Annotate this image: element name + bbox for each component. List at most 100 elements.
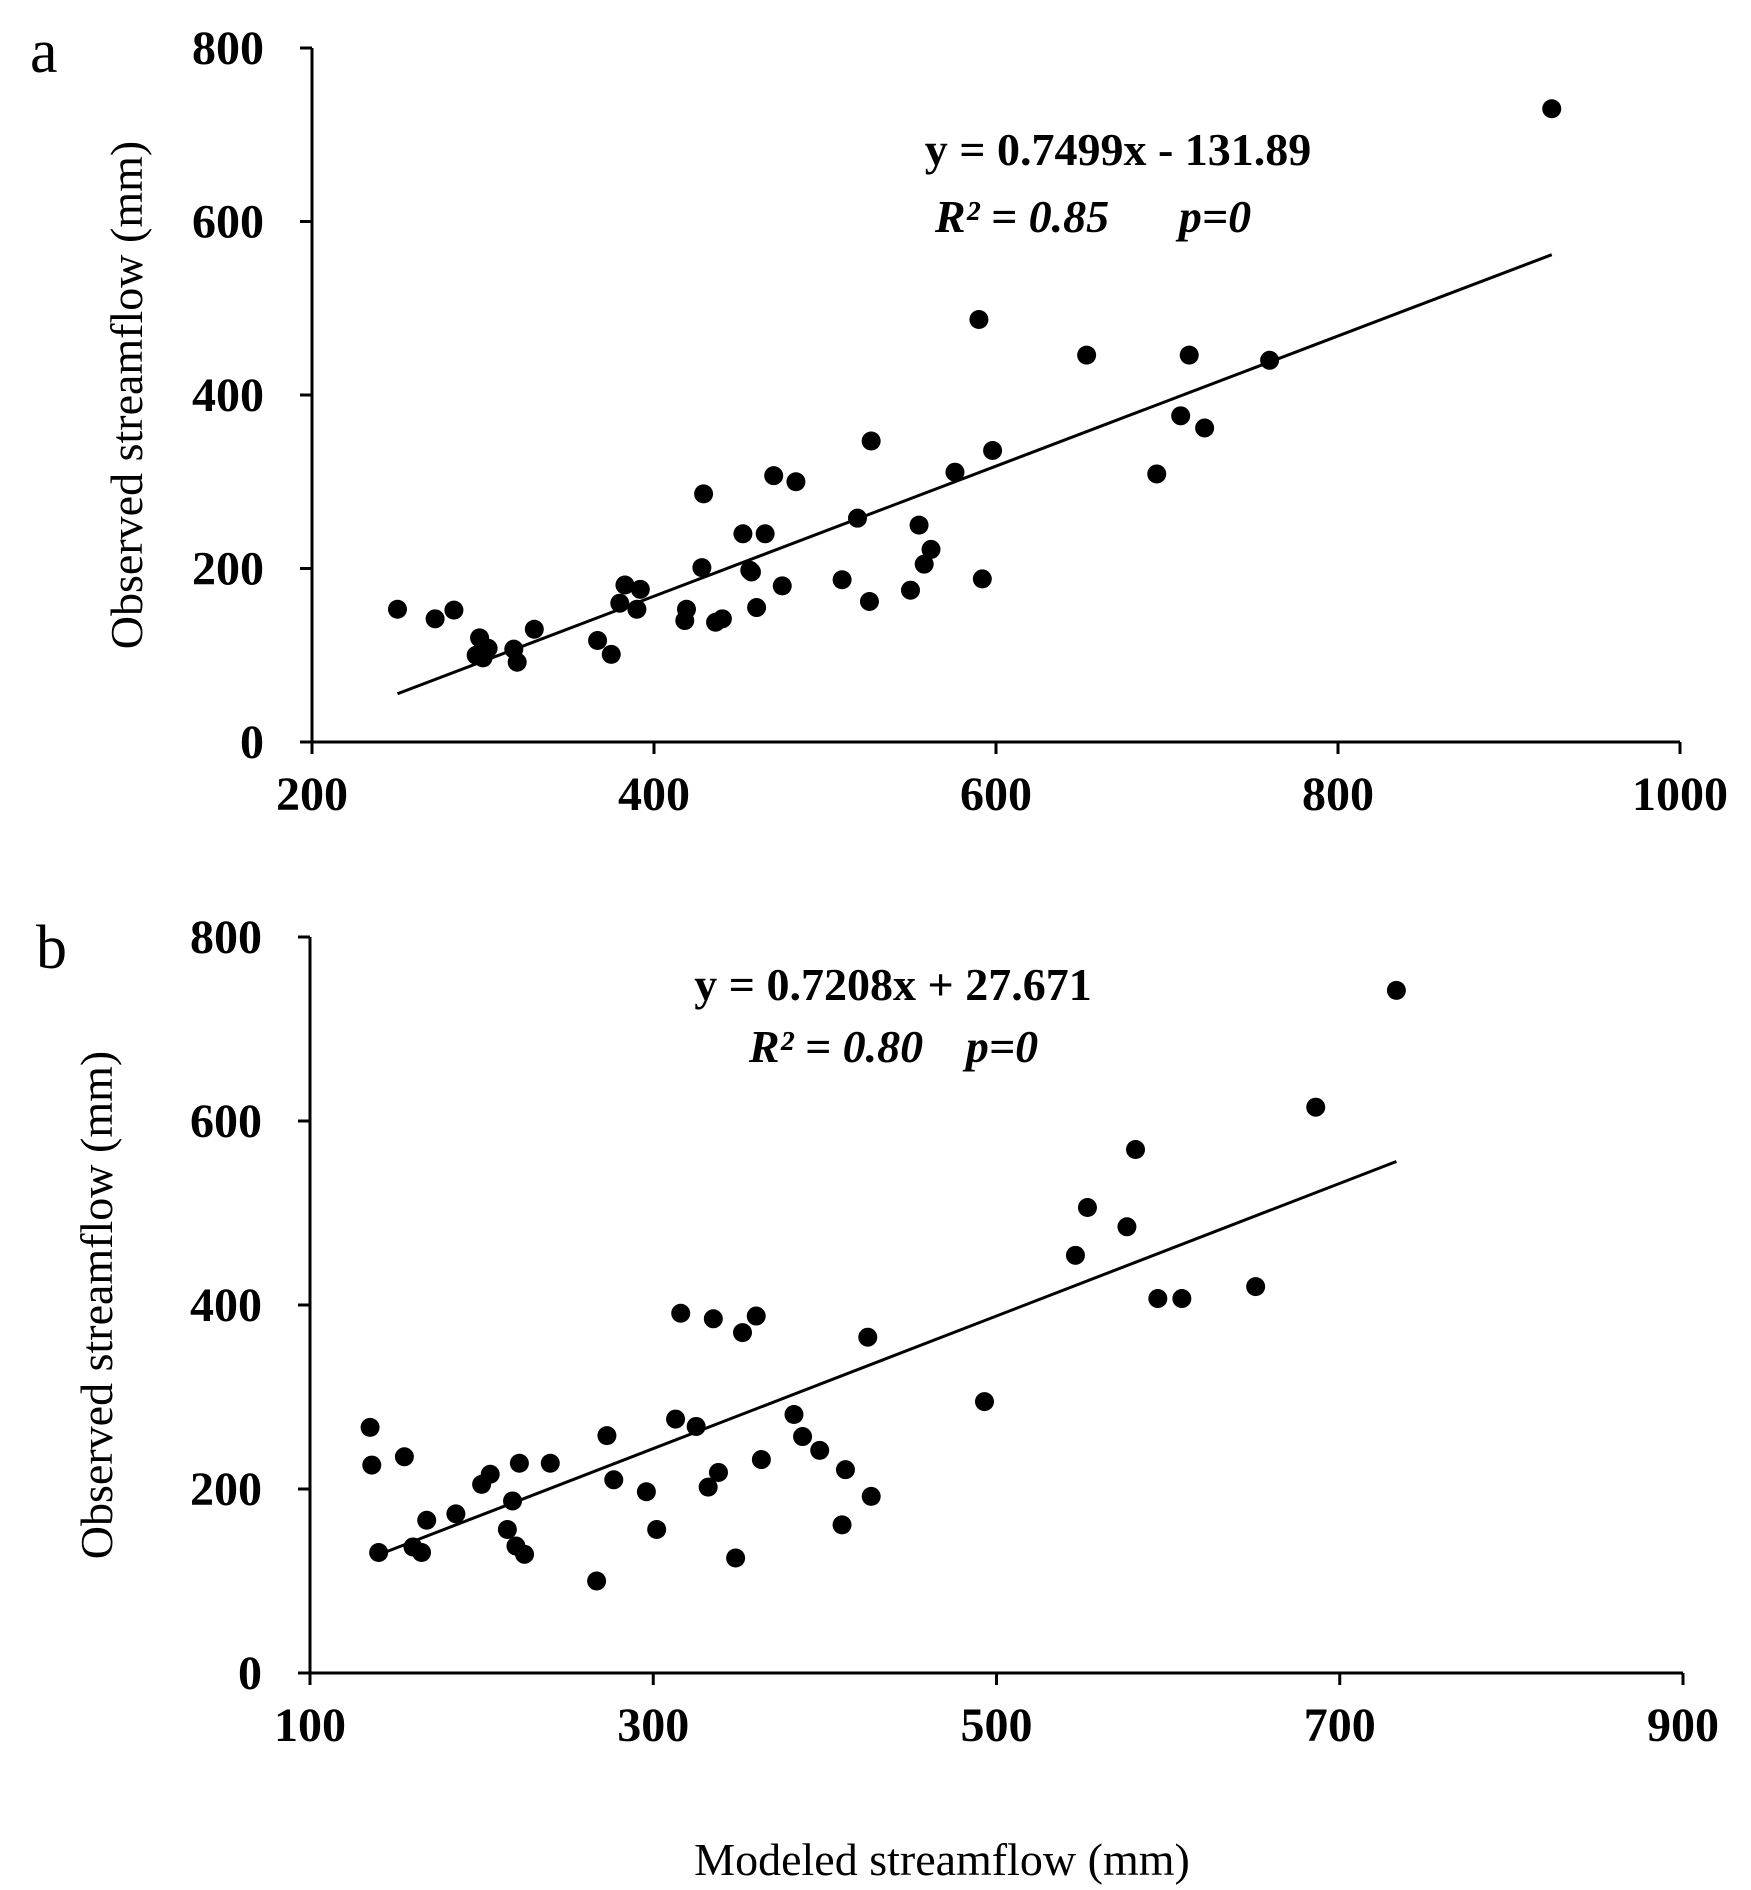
panel-a-letter: a bbox=[30, 18, 58, 86]
panel-b-data-point bbox=[708, 1462, 728, 1482]
panel-b-y-tick-label: 800 bbox=[190, 911, 262, 964]
panel-a-data-point bbox=[388, 599, 407, 619]
panel-b-data-point bbox=[369, 1542, 389, 1562]
panel-b-data-point bbox=[858, 1327, 878, 1347]
panel-a-y-tick-label: 0 bbox=[240, 716, 264, 769]
panel-b-data-point bbox=[394, 1447, 414, 1467]
panel-a-data-point bbox=[507, 652, 527, 672]
panel-a-y-tick-label: 200 bbox=[192, 543, 264, 596]
panel-a-data-point bbox=[692, 558, 712, 578]
panel-b-data-point bbox=[1172, 1289, 1192, 1309]
panel-b-data-point bbox=[671, 1303, 691, 1323]
panel-a-data-point bbox=[914, 554, 934, 574]
panel-b-data-point bbox=[832, 1515, 852, 1535]
panel-a-data-point bbox=[524, 619, 544, 639]
panel-b-data-point bbox=[698, 1477, 718, 1497]
panel-a-x-tick-label: 1000 bbox=[1632, 768, 1728, 821]
panel-a-data-point bbox=[832, 570, 852, 590]
panel-b-data-point bbox=[1306, 1097, 1326, 1117]
panel-b-data-point bbox=[417, 1510, 437, 1530]
panel-a-data-point bbox=[1179, 345, 1199, 365]
panel-a-data-point bbox=[610, 593, 630, 613]
panel-b-data-point bbox=[1126, 1140, 1146, 1160]
panel-a-data-point bbox=[588, 631, 608, 651]
panel-b-data-point bbox=[497, 1519, 517, 1539]
panel-a-data-point bbox=[478, 638, 498, 658]
panel-b-p-value: p=0 bbox=[962, 1021, 1038, 1072]
panel-b-data-point bbox=[751, 1450, 771, 1470]
panel-a-y-tick-label: 600 bbox=[192, 196, 264, 249]
panel-a-data-point bbox=[764, 466, 784, 486]
panel-b-data-point bbox=[503, 1491, 523, 1511]
panel-a-data-point bbox=[909, 515, 929, 535]
panel-b-data-point bbox=[446, 1504, 466, 1524]
panel-a-data-point bbox=[901, 580, 920, 600]
panel-a-data-point bbox=[712, 609, 732, 629]
panel-b-data-point bbox=[540, 1453, 560, 1473]
panel-a-data-point bbox=[733, 524, 753, 544]
panel-a-x-tick-label: 200 bbox=[276, 768, 348, 821]
panel-a-data-point bbox=[694, 484, 714, 504]
panel-a-x-tick-label: 800 bbox=[1302, 768, 1374, 821]
panel-b-y-tick-label: 400 bbox=[190, 1279, 262, 1332]
panel-a-data-point bbox=[969, 310, 989, 330]
panel-b-data-point bbox=[647, 1519, 667, 1539]
panel-a-data-point bbox=[747, 598, 767, 618]
panel-a-r-squared: R² = 0.85 bbox=[934, 191, 1109, 242]
panel-a-p-value: p=0 bbox=[1175, 191, 1251, 242]
panel-a-y-tick-label: 400 bbox=[192, 369, 264, 422]
panel-a-data-point bbox=[1195, 418, 1215, 438]
panel-b-data-point bbox=[604, 1470, 624, 1490]
panel-a-data-point bbox=[601, 644, 621, 664]
panel-a-data-point bbox=[786, 472, 806, 492]
panel-a-data-point bbox=[425, 609, 445, 629]
panel-b-y-tick-label: 0 bbox=[238, 1647, 262, 1700]
panel-b-data-point bbox=[835, 1460, 855, 1480]
panel-b-data-point bbox=[1077, 1197, 1097, 1217]
panel-b-data-point bbox=[861, 1486, 881, 1506]
panel-b-data-point bbox=[587, 1571, 607, 1591]
panel-b-chart: 0 200 400 600 800 100 300 500 700 900 Observed str… bbox=[71, 911, 1719, 1752]
panel-a-data-point bbox=[444, 600, 464, 620]
panel-b-x-tick-label: 300 bbox=[617, 1699, 689, 1752]
panel-a-data-point bbox=[1077, 345, 1097, 365]
panel-b-data-point bbox=[1065, 1245, 1085, 1265]
panel-a-data-point bbox=[847, 508, 867, 528]
panel-b-x-tick-label: 100 bbox=[274, 1699, 346, 1752]
panel-b-data-point bbox=[480, 1464, 500, 1484]
panel-b-data-point bbox=[732, 1323, 752, 1343]
panel-a-x-tick-label: 400 bbox=[618, 768, 690, 821]
panel-b-data-point bbox=[1386, 980, 1406, 1000]
panel-b-y-tick-label: 200 bbox=[190, 1463, 262, 1516]
panel-b-data-point bbox=[412, 1542, 432, 1562]
panel-b-data-point bbox=[703, 1309, 723, 1329]
panel-b-data-point bbox=[360, 1417, 380, 1437]
panel-a-data-point bbox=[921, 539, 941, 559]
panel-b-data-point bbox=[784, 1404, 804, 1424]
panel-b-y-tick-label: 600 bbox=[190, 1095, 262, 1148]
panel-a-data-point bbox=[983, 441, 1003, 461]
panel-b-x-tick-label: 900 bbox=[1647, 1699, 1719, 1752]
shared-x-axis-title: Modeled streamflow (mm) bbox=[694, 1834, 1190, 1885]
panel-b-data-point bbox=[793, 1427, 813, 1447]
panel-a-data-point bbox=[630, 579, 650, 599]
panel-a-data-point bbox=[772, 576, 792, 596]
panel-b-data-point bbox=[597, 1426, 617, 1446]
panel-a-data-point bbox=[1147, 464, 1167, 484]
panel-a-data-point bbox=[1260, 350, 1280, 370]
panel-a-data-point bbox=[1171, 406, 1191, 426]
panel-a-data-point bbox=[972, 569, 992, 589]
panel-a-y-axis-title: Observed streamflow (mm) bbox=[101, 141, 152, 649]
panel-b-x-tick-label: 500 bbox=[961, 1699, 1033, 1752]
panel-b-letter: b bbox=[36, 914, 67, 982]
panel-b-x-tick-label: 700 bbox=[1304, 1699, 1376, 1752]
panel-a-data-point bbox=[615, 575, 635, 595]
panel-b-data-point bbox=[515, 1544, 535, 1564]
panel-a-data-point bbox=[627, 599, 647, 619]
panel-a-data-point bbox=[861, 431, 881, 451]
panel-a-data-point bbox=[859, 591, 879, 611]
panel-b-regression-equation: y = 0.7208x + 27.671 bbox=[694, 959, 1091, 1010]
panel-b-data-point bbox=[810, 1440, 830, 1460]
